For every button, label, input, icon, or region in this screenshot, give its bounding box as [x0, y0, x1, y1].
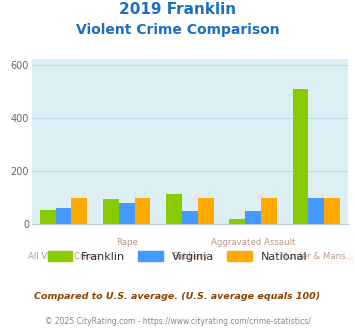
Bar	[135, 198, 151, 224]
Text: Rape: Rape	[116, 238, 138, 247]
Bar	[40, 210, 56, 224]
Text: Murder & Mans...: Murder & Mans...	[279, 252, 353, 261]
Bar	[166, 194, 182, 224]
Bar	[324, 198, 340, 224]
Bar	[198, 198, 214, 224]
Bar	[229, 218, 245, 224]
Bar	[71, 198, 87, 224]
Text: © 2025 CityRating.com - https://www.cityrating.com/crime-statistics/: © 2025 CityRating.com - https://www.city…	[45, 317, 310, 326]
Text: 2019 Franklin: 2019 Franklin	[119, 2, 236, 16]
Bar	[182, 211, 198, 224]
Bar	[261, 198, 277, 224]
Text: All Violent Crime: All Violent Crime	[28, 252, 99, 261]
Bar	[293, 89, 308, 224]
Text: Aggravated Assault: Aggravated Assault	[211, 238, 295, 247]
Bar	[308, 198, 324, 224]
Bar	[103, 199, 119, 224]
Text: Violent Crime Comparison: Violent Crime Comparison	[76, 23, 279, 37]
Legend: Franklin, Virginia, National: Franklin, Virginia, National	[43, 247, 312, 267]
Bar	[119, 203, 135, 224]
Text: Robbery: Robbery	[172, 252, 208, 261]
Bar	[56, 208, 71, 224]
Text: Compared to U.S. average. (U.S. average equals 100): Compared to U.S. average. (U.S. average …	[34, 292, 321, 301]
Bar	[245, 211, 261, 224]
